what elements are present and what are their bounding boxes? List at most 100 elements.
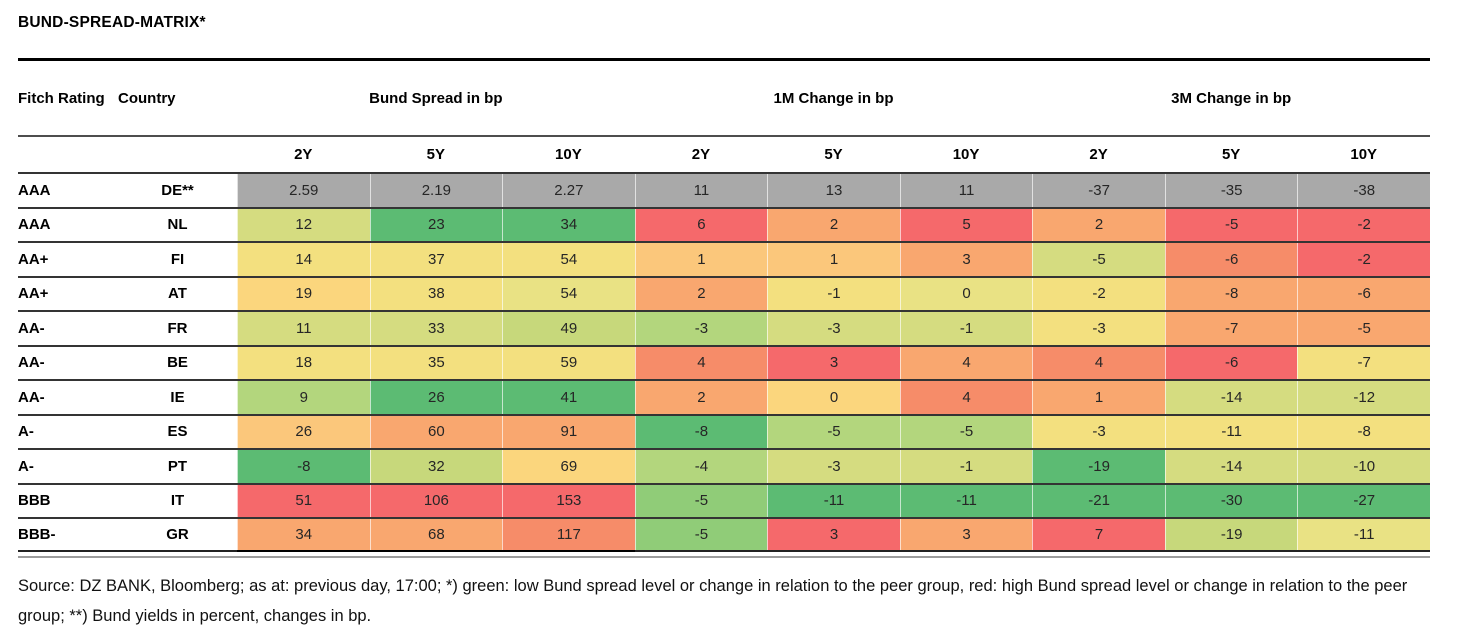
country-cell: BE [167,354,188,372]
country-cell: FR [167,319,188,337]
value-cell: -1 [899,312,1033,345]
value-cell: -4 [634,450,768,483]
value-cell: 34 [502,208,635,241]
tenor-header-row: 2Y 5Y 10Y 2Y 5Y 10Y 2Y 5Y 10Y [18,137,1430,172]
value-cell: 91 [502,415,635,448]
value-cell: 4 [899,381,1033,414]
tenor-header-1-2y: 2Y [294,146,313,163]
value-cell: -14 [1164,450,1298,483]
rating-cell: A- [18,457,34,475]
country-cell: IT [170,492,185,510]
value-cell: 38 [369,277,503,310]
value-cell: 60 [369,415,503,448]
tenor-header-2-2y: 2Y [691,146,711,163]
table-row-es: A- ES 26 60 91 -8 -5 -5 -3 -11 -8 [18,413,1430,448]
value-cell: 4 [634,346,768,379]
value-cell: 4 [899,346,1033,379]
value-cell: 19 [237,277,370,310]
value-cell: -21 [1032,484,1165,517]
value-cell: 68 [369,519,503,550]
value-cell: -2 [1297,243,1430,276]
value-cell: 69 [502,450,635,483]
tenor-header-3-2y: 2Y [1089,146,1108,163]
value-cell: -5 [1297,312,1430,345]
title-divider [18,58,1430,61]
value-cell: -11 [1297,519,1430,550]
value-cell: -3 [634,312,768,345]
value-cell: -14 [1164,381,1298,414]
tenor-header-1-10y: 10Y [555,146,582,163]
value-cell: -6 [1164,346,1298,379]
value-cell: 6 [634,208,768,241]
value-cell: -3 [767,450,900,483]
value-cell: -3 [1032,312,1165,345]
rating-cell: AAA [18,216,51,234]
source-note: Source: DZ BANK, Bloomberg; as at: previ… [18,576,1408,625]
value-cell: 0 [899,277,1033,310]
value-cell: -19 [1164,519,1298,550]
value-cell: -8 [1297,415,1430,448]
value-cell: -11 [767,484,900,517]
value-cell: 23 [369,208,503,241]
value-cell: -6 [1164,243,1298,276]
table-row-fi: AA+ FI 14 37 54 1 1 3 -5 -6 -2 [18,241,1430,276]
value-cell: 34 [237,519,370,550]
value-cell: -19 [1032,450,1165,483]
value-cell: 4 [1032,346,1165,379]
value-cell: 2 [767,208,900,241]
value-cell: -6 [1297,277,1430,310]
rating-cell: AA+ [18,285,49,303]
group-header-1m-change: 1M Change in bp [773,89,894,107]
country-cell: GR [166,525,189,543]
group-header-bund-spread: Bund Spread in bp [369,89,503,107]
page-title: BUND-SPREAD-MATRIX* [18,14,206,31]
value-cell: -11 [1164,415,1298,448]
value-cell: 5 [899,208,1033,241]
rating-cell: AA- [18,388,45,406]
value-cell: 1 [634,243,768,276]
value-cell: 49 [502,312,635,345]
rating-cell: AA- [18,319,45,337]
value-cell: 26 [369,381,503,414]
value-cell: 3 [767,519,900,550]
value-cell: 13 [767,174,900,207]
table-row-be: AA- BE 18 35 59 4 3 4 4 -6 -7 [18,344,1430,379]
value-cell: -12 [1297,381,1430,414]
value-cell: -2 [1297,208,1430,241]
value-cell: -5 [899,415,1033,448]
group-header-3m-change: 3M Change in bp [1171,89,1292,107]
value-cell: -8 [634,415,768,448]
value-cell: 9 [237,381,370,414]
table-row-de: AAA DE** 2.59 2.19 2.27 11 13 11 -37 -35 -38 [18,172,1430,207]
value-cell: 12 [237,208,370,241]
value-cell: 2 [634,381,768,414]
value-cell: 1 [767,243,900,276]
value-cell: -7 [1164,312,1298,345]
value-cell: -2 [1032,277,1165,310]
value-cell: 2.27 [502,174,635,207]
table-row-gr: BBB- GR 34 68 117 -5 3 3 7 -19 -11 [18,517,1430,552]
value-cell: -8 [1164,277,1298,310]
country-cell: ES [167,423,188,441]
tenor-header-1-5y: 5Y [426,146,445,163]
value-cell: 54 [502,243,635,276]
value-cell: -11 [899,484,1033,517]
value-cell: -7 [1297,346,1430,379]
value-cell: -1 [899,450,1033,483]
tenor-header-2-10y: 10Y [952,146,980,163]
rating-cell: AAA [18,181,51,199]
country-cell: NL [167,216,188,234]
table-row-ie: AA- IE 9 26 41 2 0 4 1 -14 -12 [18,379,1430,414]
table-row-fr: AA- FR 11 33 49 -3 -3 -1 -3 -7 -5 [18,310,1430,345]
country-cell: IE [170,388,185,406]
table-row-pt: A- PT -8 32 69 -4 -3 -1 -19 -14 -10 [18,448,1430,483]
value-cell: 106 [369,484,503,517]
country-column-header: Country [118,89,176,107]
country-cell: AT [168,285,187,303]
value-cell: 1 [1032,381,1165,414]
value-cell: 11 [634,174,768,207]
value-cell: 32 [369,450,503,483]
value-cell: 2.19 [369,174,503,207]
value-cell: 37 [369,243,503,276]
